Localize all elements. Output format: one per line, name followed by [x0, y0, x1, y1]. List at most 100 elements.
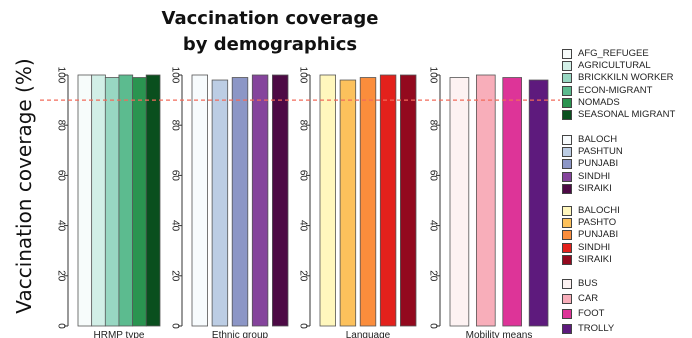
y-tick-label-1-100: 100 — [169, 67, 180, 84]
legend-entry: SINDHI — [562, 242, 692, 254]
bar-mobility-means-bus — [449, 77, 470, 327]
legend-entry: ECON-MIGRANT — [562, 85, 692, 97]
bar-hrmp-type-brickkiln-worker — [104, 77, 120, 327]
legend-swatch — [562, 206, 572, 217]
title-line-1: Vaccination coverage — [161, 8, 379, 29]
legend-label: BRICKKILN WORKER — [578, 72, 674, 84]
legend-swatch — [562, 171, 572, 182]
y-tick-label-3-60: 60 — [427, 170, 438, 182]
legend-entry: CAR — [562, 291, 692, 306]
bar-language-pashto — [339, 79, 357, 327]
y-tick-label-0-60: 60 — [55, 170, 66, 182]
legend-label: PASHTUN — [578, 146, 623, 158]
legend-label: SIRAIKI — [578, 253, 612, 265]
bar-mobility-means-car — [475, 74, 496, 327]
legend-swatch — [562, 97, 572, 108]
legend-entry: BALOCH — [562, 134, 692, 146]
y-tick-label-0-100: 100 — [55, 67, 66, 84]
legend-label: BUS — [578, 278, 598, 289]
legend-label: PUNJABI — [578, 158, 619, 170]
legend-swatch — [562, 323, 572, 334]
bar-language-punjabi — [359, 77, 377, 327]
legend-label: BALOCHI — [578, 205, 620, 216]
y-tick-label-0-0: 0 — [55, 323, 66, 329]
legend-entry: AFG_REFUGEE — [562, 48, 692, 60]
legend-entry: TROLLY — [562, 321, 692, 336]
bar-language-siraiki — [399, 74, 417, 327]
bar-hrmp-type-nomads — [132, 77, 147, 327]
bar-ethnic-group-punjabi — [231, 77, 249, 327]
x-axis-label-language: Language — [346, 330, 391, 338]
legend-swatch — [562, 278, 572, 289]
legend-label: PUNJABI — [578, 229, 619, 241]
bar-ethnic-group-pashtun — [211, 79, 229, 327]
legend-entry: BALOCHI — [562, 205, 692, 217]
y-tick-label-3-0: 0 — [427, 323, 438, 329]
y-tick-label-3-40: 40 — [427, 220, 438, 232]
bar-chart-panels: 0 20 40 60 80 100 HRMP type 0 20 40 60 80 100 Ethnic … — [40, 67, 560, 338]
y-tick-label-1-60: 60 — [169, 170, 180, 182]
legend-swatch — [562, 61, 572, 72]
legend-label: CAR — [578, 293, 599, 304]
legend-label: ECON-MIGRANT — [578, 84, 653, 96]
legend-entry: NOMADS — [562, 97, 692, 109]
bar-hrmp-type-econ-migrant — [118, 74, 134, 327]
bar-hrmp-type-seasonal-migrant — [145, 74, 161, 327]
legend-entry: BRICKKILN WORKER — [562, 72, 692, 84]
y-tick-label-0-20: 20 — [55, 270, 66, 282]
legend-swatch — [562, 183, 572, 194]
y-tick-label-0-40: 40 — [55, 220, 66, 232]
legend-label: BALOCH — [578, 134, 618, 145]
legend-label: SINDHI — [578, 170, 611, 182]
chart-title: Vaccination coverage by demographics — [100, 6, 440, 58]
legend-entry: PASHTUN — [562, 146, 692, 158]
y-tick-label-0-80: 80 — [55, 120, 66, 132]
legend-label: SINDHI — [578, 241, 611, 253]
bar-mobility-means-trolly — [528, 79, 549, 327]
y-tick-label-1-20: 20 — [169, 270, 180, 282]
legend-ethnic-group: BALOCH PASHTUN PUNJABI SINDHI SIRAIKI — [562, 134, 692, 195]
legend-language: BALOCHI PASHTO PUNJABI SINDHI SIRAIKI — [562, 205, 692, 266]
legend-swatch — [562, 308, 572, 319]
y-tick-label-2-20: 20 — [297, 270, 308, 282]
legend-swatch — [562, 110, 572, 121]
y-tick-label-2-0: 0 — [297, 323, 308, 329]
legend-entry: SEASONAL MIGRANT — [562, 109, 692, 121]
y-tick-label-3-100: 100 — [427, 67, 438, 84]
legend-entry: PUNJABI — [562, 158, 692, 170]
legend-swatch — [562, 49, 572, 60]
legend-swatch — [562, 135, 572, 146]
bar-ethnic-group-sindhi — [251, 74, 269, 327]
legend-swatch — [562, 254, 572, 265]
x-axis-label-mobility-means: Mobility means — [466, 330, 533, 338]
bar-ethnic-group-baloch — [191, 74, 209, 327]
legend-entry: SINDHI — [562, 171, 692, 183]
legend-entry: PASHTO — [562, 217, 692, 229]
y-tick-label-1-0: 0 — [169, 323, 180, 329]
legend-entry: SIRAIKI — [562, 254, 692, 266]
legend-mobility-means: BUS CAR FOOT TROLLY — [562, 276, 692, 336]
x-axis-label-hrmp-type: HRMP type — [94, 330, 145, 338]
legend-swatch — [562, 85, 572, 96]
legend-label: FOOT — [578, 308, 605, 319]
legend-swatch — [562, 73, 572, 84]
legend-label: TROLLY — [578, 323, 615, 334]
legend-entry: PUNJABI — [562, 229, 692, 241]
legend-swatch — [562, 293, 572, 304]
bar-hrmp-type-agricultural — [91, 74, 106, 327]
y-tick-label-1-80: 80 — [169, 120, 180, 132]
legend-label: SEASONAL MIGRANT — [578, 108, 676, 120]
legend-swatch — [562, 159, 572, 170]
y-tick-label-1-40: 40 — [169, 220, 180, 232]
bar-mobility-means-foot — [502, 77, 522, 327]
y-tick-label-3-80: 80 — [427, 120, 438, 132]
y-tick-label-2-40: 40 — [297, 220, 308, 232]
y-tick-label-2-100: 100 — [297, 67, 308, 84]
legend-hrmp-type: AFG_REFUGEE AGRICULTURAL BRICKKILN WORKER E… — [562, 48, 692, 121]
legend-label: SIRAIKI — [578, 182, 612, 194]
legend-label: NOMADS — [578, 96, 620, 108]
x-axis-label-ethnic-group: Ethnic group — [212, 330, 269, 338]
legend-entry: SIRAIKI — [562, 183, 692, 195]
legend-swatch — [562, 242, 572, 253]
legend-entry: FOOT — [562, 306, 692, 321]
